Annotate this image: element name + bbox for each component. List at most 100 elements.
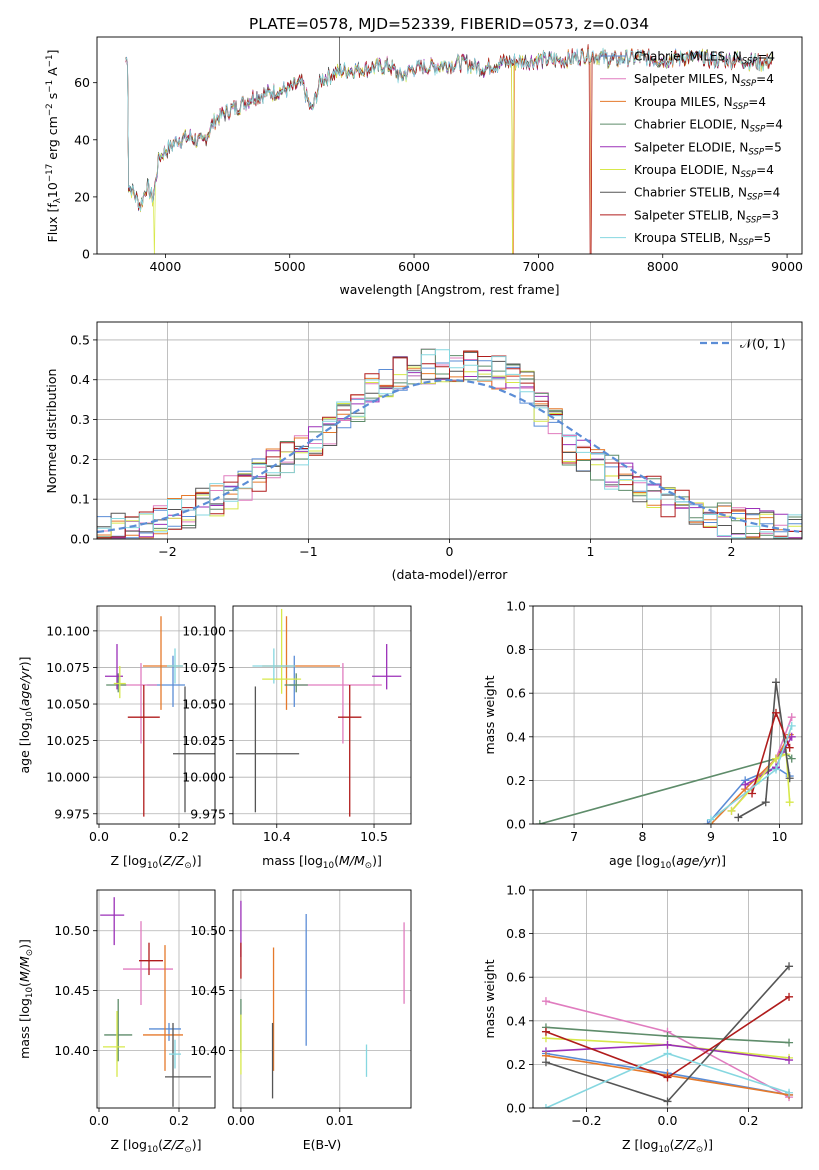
x-tick-label: −1 [299, 544, 317, 559]
legend: Chabrier MILES, NSSP=4 Salpeter MILES, NS… [600, 50, 783, 248]
x-axis-label: mass [log10(M/M⊙)] [262, 853, 382, 871]
y-tick-label: 0 [82, 247, 90, 262]
weight-marker [785, 774, 794, 783]
legend-label: Kroupa ELODIE, NSSP=4 [634, 163, 774, 180]
histogram-step [97, 349, 802, 539]
weight-marker [787, 713, 796, 722]
axes-frame [532, 605, 803, 825]
x-axis-label: E(B-V) [303, 1137, 342, 1152]
weight-marker [541, 1027, 550, 1036]
x-tick-label: 8000 [647, 259, 679, 274]
gaussian-curve [97, 379, 800, 534]
panel-mass_vs_Z: 0.0 0.2 10.40 10.45 10.50 Z [log10(Z/Z⊙)] mass… [17, 889, 216, 1155]
x-tick-label: 0.0 [89, 1113, 109, 1128]
weight-marker [703, 820, 712, 824]
weight-marker [741, 780, 750, 789]
y-tick-label: 0.4 [506, 1013, 526, 1028]
x-tick-label: 10 [771, 829, 787, 844]
plot-area [105, 616, 215, 817]
legend-label: Salpeter ELODIE, NSSP=5 [634, 140, 782, 157]
x-tick-label: 9 [707, 829, 715, 844]
y-tick-label: 10.100 [46, 623, 90, 638]
x-tick-label: 0.2 [169, 1113, 189, 1128]
weight-marker [771, 678, 780, 687]
weight-marker [748, 789, 757, 798]
y-tick-label: 0.3 [70, 412, 90, 427]
weight-marker [787, 732, 796, 741]
panel-weight_vs_Z: −0.2 0.0 0.2 0.0 0.2 0.4 0.6 0.8 1.0 Z [log10(Z/Z… [482, 883, 803, 1155]
y-tick-label: 0.0 [506, 817, 526, 832]
weight-marker [663, 1049, 672, 1058]
axes-frame [96, 36, 803, 255]
y-tick-label: 10.075 [46, 660, 90, 675]
weight-marker [785, 1038, 794, 1047]
weight-marker [727, 806, 736, 815]
x-tick-label: 4000 [149, 259, 181, 274]
y-axis-label: Normed distribution [44, 369, 59, 494]
plot-area [100, 897, 211, 1107]
y-tick-label: 0.5 [70, 332, 90, 347]
y-axis-label: mass [log10(M/M⊙)] [17, 939, 35, 1059]
y-tick-label: 0.2 [506, 1057, 526, 1072]
y-tick-label: 10.075 [182, 660, 226, 675]
x-tick-label: 0.2 [169, 829, 189, 844]
gridlines [233, 890, 411, 1108]
weight-marker [785, 1088, 794, 1097]
y-tick-label: 60 [74, 75, 90, 90]
y-axis-label: mass weight [482, 675, 497, 754]
x-tick-label: 9000 [771, 259, 803, 274]
plot-area [97, 348, 802, 539]
weight-marker [663, 1040, 672, 1049]
weight-marker [785, 1056, 794, 1065]
x-tick-label: 7 [570, 829, 578, 844]
legend-label: Kroupa MILES, NSSP=4 [634, 95, 766, 112]
figure-title: PLATE=0578, MJD=52339, FIBERID=0573, z=0… [249, 15, 649, 33]
y-tick-label: 20 [74, 189, 90, 204]
legend-label: Salpeter STELIB, NSSP=3 [634, 208, 779, 225]
y-tick-label: 10.45 [54, 983, 90, 998]
y-axis-label: age [log10(age/yr)] [17, 656, 35, 773]
weight-marker [785, 962, 794, 971]
x-tick-label: 0.01 [326, 1113, 354, 1128]
y-axis-label: mass weight [482, 959, 497, 1038]
x-tick-label: 0.0 [89, 829, 109, 844]
x-axis-label: wavelength [Angstrom, rest frame] [339, 282, 559, 297]
x-tick-label: 2 [728, 544, 736, 559]
y-tick-label: 0.2 [506, 773, 526, 788]
weight-marker [771, 754, 780, 763]
y-tick-label: 9.975 [54, 806, 90, 821]
weight-marker [535, 820, 544, 824]
weight-marker [771, 765, 780, 774]
legend-label: Salpeter MILES, NSSP=4 [634, 72, 774, 89]
axes-frame [232, 889, 412, 1109]
x-tick-label: 5000 [274, 259, 306, 274]
axes-frame [96, 605, 216, 825]
weight-marker [785, 743, 794, 752]
y-tick-label: 0.1 [70, 492, 90, 507]
weight-marker [706, 815, 715, 824]
x-tick-label: 0.2 [739, 1113, 759, 1128]
x-tick-label: 7000 [522, 259, 554, 274]
weight-marker [734, 813, 743, 822]
weight-marker [663, 1097, 672, 1106]
y-tick-label: 10.000 [46, 770, 90, 785]
y-tick-label: 0.6 [506, 970, 526, 985]
legend-label: Chabrier MILES, NSSP=4 [634, 50, 775, 67]
panel-residuals: −2 −1 0 1 2 0.0 0.1 0.2 0.3 0.4 0.5 (data-model)/er… [44, 321, 803, 582]
weight-marker [785, 798, 794, 807]
plot-area [235, 608, 402, 817]
weight-marker [761, 798, 770, 807]
gridlines [533, 605, 802, 825]
panel-spectrum: 4000 5000 6000 7000 8000 9000 0 20 40 60 wavelengt… [45, 36, 803, 297]
y-tick-label: 0.2 [70, 452, 90, 467]
y-tick-label: 9.975 [190, 806, 226, 821]
plot-area [125, 37, 773, 254]
y-tick-label: 10.100 [182, 623, 226, 638]
x-tick-label: −2 [158, 544, 176, 559]
x-tick-label: 1 [587, 544, 595, 559]
y-tick-label: 1.0 [506, 883, 526, 898]
axes-frame [96, 889, 216, 1109]
x-tick-label: 0 [446, 544, 454, 559]
panel-mass_vs_EBV: 0.00 0.01 10.40 10.45 10.50 E(B-V) [190, 889, 412, 1152]
